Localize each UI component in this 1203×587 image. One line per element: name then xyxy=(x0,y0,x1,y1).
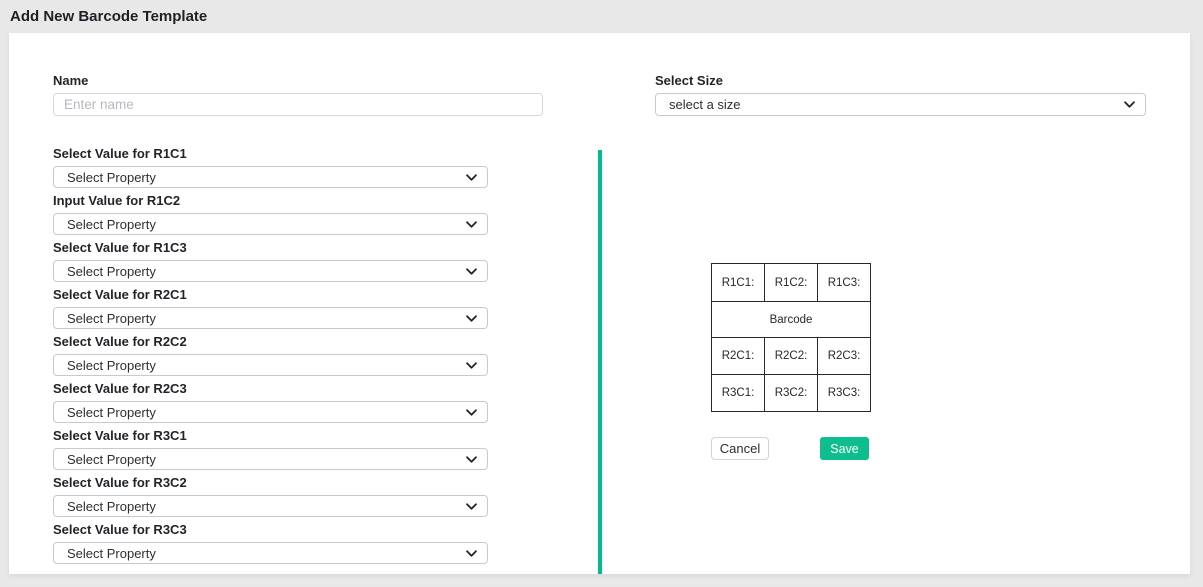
page-title: Add New Barcode Template xyxy=(10,8,208,25)
size-field-group: Select Size select a size xyxy=(655,74,1146,116)
property-select-value: Select Property xyxy=(67,310,156,326)
property-select-value: Select Property xyxy=(67,263,156,279)
property-select-r1c2[interactable]: Select Property xyxy=(53,213,488,235)
preview-cell-r2c3: R2C3: xyxy=(817,337,871,375)
name-label: Name xyxy=(53,73,89,88)
chevron-down-icon xyxy=(466,502,477,510)
field-group-r3c2: Select Value for R3C2 Select Property xyxy=(53,476,488,517)
preview-cell-r3c3: R3C3: xyxy=(817,374,871,412)
chevron-down-icon xyxy=(466,549,477,557)
chevron-down-icon xyxy=(466,220,477,228)
preview-cell-r1c2: R1C2: xyxy=(764,263,818,302)
preview-cell-r1c1: R1C1: xyxy=(711,263,765,302)
chevron-down-icon xyxy=(466,314,477,322)
size-select[interactable]: select a size xyxy=(655,93,1146,116)
property-select-r2c1[interactable]: Select Property xyxy=(53,307,488,329)
property-select-value: Select Property xyxy=(67,404,156,420)
name-field-group: Name xyxy=(53,74,543,116)
field-group-r2c2: Select Value for R2C2 Select Property xyxy=(53,335,488,376)
field-group-r1c2: Input Value for R1C2 Select Property xyxy=(53,194,488,235)
save-button[interactable]: Save xyxy=(820,437,869,460)
preview-cell-r1c3: R1C3: xyxy=(817,263,871,302)
field-label-r2c3: Select Value for R2C3 xyxy=(53,381,187,396)
property-select-r2c3[interactable]: Select Property xyxy=(53,401,488,423)
template-preview-table: R1C1: R1C2: R1C3: Barcode R2C1: R2C2: R2… xyxy=(711,263,871,412)
property-select-r2c2[interactable]: Select Property xyxy=(53,354,488,376)
field-group-r2c1: Select Value for R2C1 Select Property xyxy=(53,288,488,329)
chevron-down-icon xyxy=(466,408,477,416)
field-group-r1c3: Select Value for R1C3 Select Property xyxy=(53,241,488,282)
field-label-r2c1: Select Value for R2C1 xyxy=(53,287,187,302)
property-select-r3c2[interactable]: Select Property xyxy=(53,495,488,517)
property-select-value: Select Property xyxy=(67,451,156,467)
chevron-down-icon xyxy=(466,173,477,181)
preview-cell-r3c2: R3C2: xyxy=(764,374,818,412)
chevron-down-icon xyxy=(1124,101,1135,108)
preview-cell-r3c1: R3C1: xyxy=(711,374,765,412)
preview-row-barcode: Barcode xyxy=(711,301,871,338)
vertical-divider xyxy=(598,150,602,574)
preview-cell-r2c1: R2C1: xyxy=(711,337,765,375)
name-input[interactable] xyxy=(53,93,543,116)
size-select-value: select a size xyxy=(669,97,741,112)
field-label-r2c2: Select Value for R2C2 xyxy=(53,334,187,349)
property-select-value: Select Property xyxy=(67,498,156,514)
chevron-down-icon xyxy=(466,361,477,369)
field-group-r1c1: Select Value for R1C1 Select Property xyxy=(53,147,488,188)
field-label-r1c3: Select Value for R1C3 xyxy=(53,240,187,255)
chevron-down-icon xyxy=(466,455,477,463)
property-select-value: Select Property xyxy=(67,169,156,185)
property-fields-column: Select Value for R1C1 Select Property In… xyxy=(53,147,488,570)
field-label-r3c3: Select Value for R3C3 xyxy=(53,522,187,537)
field-label-r1c2: Input Value for R1C2 xyxy=(53,193,181,208)
preview-row-3: R3C1: R3C2: R3C3: xyxy=(711,374,871,412)
property-select-r1c3[interactable]: Select Property xyxy=(53,260,488,282)
property-select-value: Select Property xyxy=(67,545,156,561)
preview-row-1: R1C1: R1C2: R1C3: xyxy=(711,263,871,302)
preview-row-2: R2C1: R2C2: R2C3: xyxy=(711,337,871,375)
chevron-down-icon xyxy=(466,267,477,275)
field-group-r3c3: Select Value for R3C3 Select Property xyxy=(53,523,488,564)
field-label-r3c1: Select Value for R3C1 xyxy=(53,428,187,443)
size-label: Select Size xyxy=(655,73,723,88)
form-panel: Name Select Size select a size Select Va… xyxy=(9,33,1190,574)
preview-cell-barcode: Barcode xyxy=(711,301,871,338)
field-label-r3c2: Select Value for R3C2 xyxy=(53,475,187,490)
property-select-r3c3[interactable]: Select Property xyxy=(53,542,488,564)
field-group-r3c1: Select Value for R3C1 Select Property xyxy=(53,429,488,470)
property-select-value: Select Property xyxy=(67,216,156,232)
property-select-value: Select Property xyxy=(67,357,156,373)
preview-cell-r2c2: R2C2: xyxy=(764,337,818,375)
field-label-r1c1: Select Value for R1C1 xyxy=(53,146,187,161)
field-group-r2c3: Select Value for R2C3 Select Property xyxy=(53,382,488,423)
property-select-r3c1[interactable]: Select Property xyxy=(53,448,488,470)
property-select-r1c1[interactable]: Select Property xyxy=(53,166,488,188)
cancel-button[interactable]: Cancel xyxy=(711,437,769,460)
